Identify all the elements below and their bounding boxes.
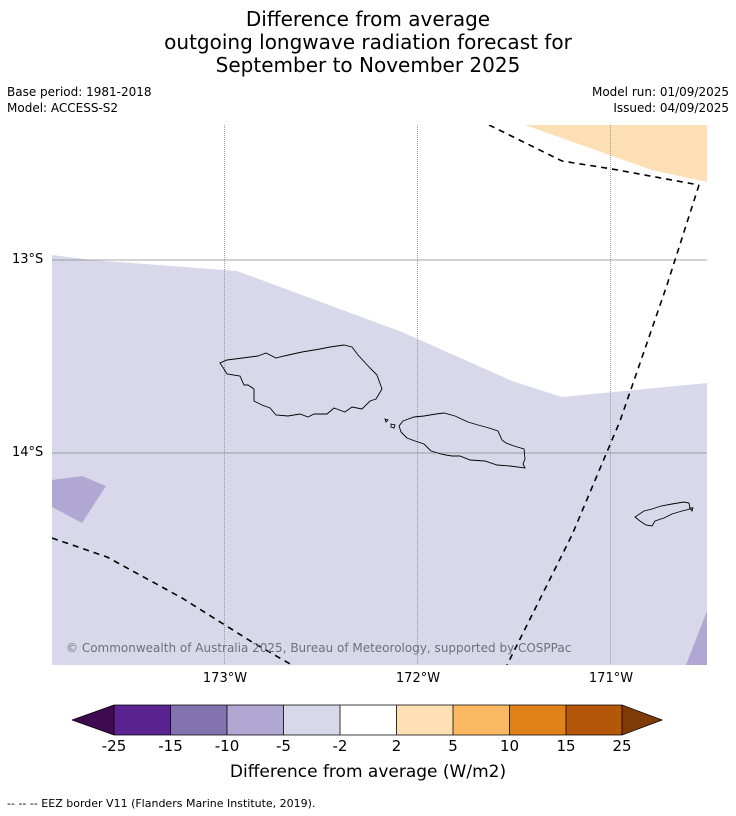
lat-label-14s: 14°S — [12, 445, 44, 460]
forecast-map: © Commonwealth of Australia 2025, Bureau… — [52, 125, 707, 665]
island-manono — [390, 423, 396, 429]
colorbar-tick-label: -15 — [158, 737, 183, 755]
eez-borders — [52, 125, 700, 665]
colorbar-bin-2 — [170, 705, 227, 735]
islands — [219, 344, 694, 527]
colorbar-bin-3 — [227, 705, 284, 735]
graticule — [52, 125, 707, 665]
colorbar-tick-label: 5 — [448, 737, 458, 755]
colorbar-bin-7 — [453, 705, 510, 735]
meta-left: Base period: 1981-2018 Model: ACCESS-S2 — [7, 84, 152, 116]
colorbar-tick-label: 25 — [612, 737, 632, 755]
colorbar-arrow-high — [622, 705, 662, 735]
eez-footnote: -- -- -- EEZ border V11 (Flanders Marine… — [7, 797, 316, 810]
lon-label-173w: 173°W — [202, 671, 248, 686]
anomaly-region-light-orange — [525, 125, 707, 182]
island-apolima — [384, 418, 389, 423]
colorbar-dividers — [113, 705, 623, 735]
title-line-3: September to November 2025 — [215, 53, 521, 77]
chart-title: Difference from average outgoing longwav… — [0, 8, 736, 77]
island-tutuila — [634, 501, 691, 527]
title-line-2: outgoing longwave radiation forecast for — [164, 30, 572, 54]
meta-right: Model run: 01/09/2025 Issued: 04/09/2025 — [592, 84, 729, 116]
anomaly-region-mid-purple-east — [686, 611, 707, 665]
colorbar-tick-label: -2 — [332, 737, 348, 755]
eez-border-east — [506, 184, 700, 665]
colorbar-bin-9 — [566, 705, 622, 735]
colorbar-bin-1 — [114, 705, 171, 735]
map-svg — [52, 125, 707, 665]
island-aunuu — [689, 507, 694, 513]
lat-label-13s: 13°S — [12, 252, 44, 267]
colorbar-bin-8 — [509, 705, 566, 735]
colorbar-tick-label: 2 — [391, 737, 402, 755]
colorbar-bin-5 — [340, 705, 397, 735]
model-run-text: Model run: 01/09/2025 — [591, 85, 729, 99]
eez-border-north — [488, 125, 700, 186]
colorbar-title: Difference from average (W/m2) — [229, 762, 507, 782]
colorbar-tick-label: 15 — [556, 737, 576, 755]
colorbar-tick-label: 10 — [499, 737, 520, 755]
anomaly-region-light-purple — [52, 255, 707, 665]
title-line-1: Difference from average — [245, 7, 491, 31]
colorbar — [72, 704, 664, 736]
lon-label-172w: 172°W — [395, 671, 441, 686]
colorbar-bin-4 — [283, 705, 340, 735]
model-text: Model: ACCESS-S2 — [7, 101, 119, 115]
issued-text: Issued: 04/09/2025 — [613, 101, 729, 115]
copyright-text: © Commonwealth of Australia 2025, Bureau… — [66, 641, 572, 655]
colorbar-bin-6 — [396, 705, 453, 735]
colorbar-tick-label: -5 — [276, 737, 291, 755]
base-period-text: Base period: 1981-2018 — [7, 85, 152, 99]
colorbar-arrow-low — [72, 705, 114, 735]
anomaly-region-mid-purple-west — [52, 476, 106, 523]
island-upolu — [398, 412, 526, 469]
eez-border-southwest — [52, 537, 293, 665]
island-savaii — [219, 344, 383, 418]
colorbar-tick-label: -25 — [101, 737, 127, 755]
lon-label-171w: 171°W — [588, 671, 634, 686]
colorbar-tick-label: -10 — [214, 737, 240, 755]
